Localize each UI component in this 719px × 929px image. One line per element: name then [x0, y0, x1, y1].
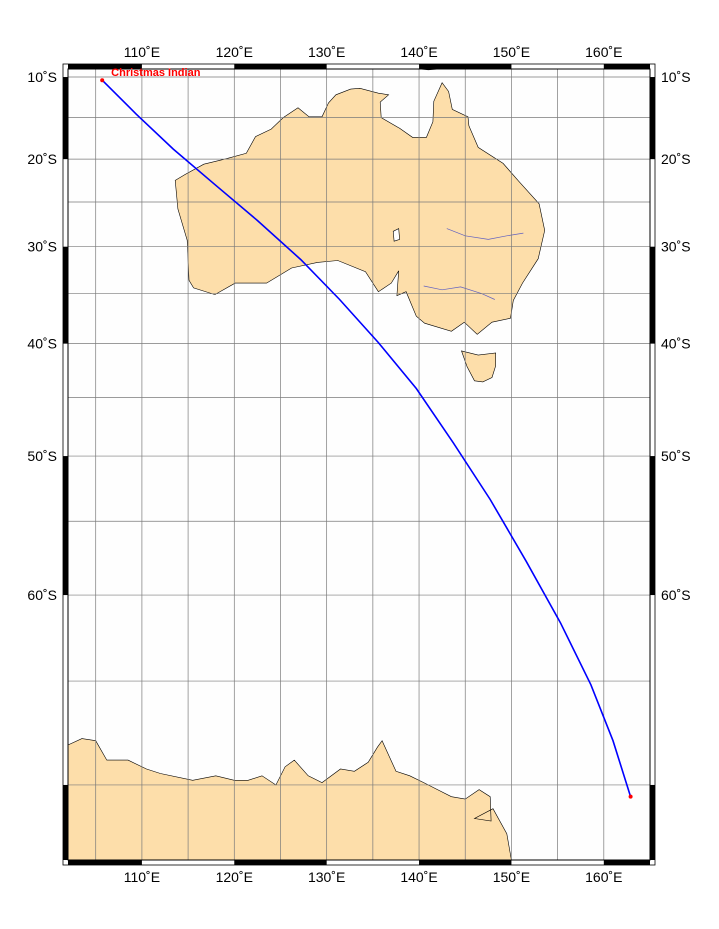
lon-label-top: 110˚E	[124, 44, 160, 60]
lat-label-left: 40˚S	[27, 336, 57, 352]
lake-eyre	[392, 228, 400, 242]
scale-segment	[603, 860, 650, 865]
scale-segment	[603, 64, 650, 69]
scale-segment	[63, 246, 68, 344]
murray-river	[423, 285, 495, 300]
scale-segment	[650, 77, 655, 160]
lon-label-bottom: 160˚E	[585, 869, 622, 885]
darling-river	[446, 228, 524, 240]
lon-label-top: 160˚E	[585, 44, 622, 60]
graticule	[68, 69, 650, 860]
lat-label-right: 40˚S	[661, 336, 691, 352]
lon-label-top: 140˚E	[400, 44, 437, 60]
end-marker	[628, 794, 633, 799]
lon-label-bottom: 120˚E	[216, 869, 253, 885]
lat-label-right: 50˚S	[661, 448, 691, 464]
australia-mainland	[174, 82, 546, 335]
lat-label-left: 30˚S	[27, 239, 57, 255]
lat-label-right: 10˚S	[661, 69, 691, 85]
lon-label-top: 130˚E	[308, 44, 345, 60]
scale-segment	[63, 456, 68, 596]
map-frame	[62, 63, 656, 866]
tasmania	[461, 350, 497, 383]
lat-label-right: 30˚S	[661, 239, 691, 255]
antarctica-coast	[67, 738, 512, 861]
lon-label-top: 150˚E	[493, 44, 530, 60]
lat-label-left: 50˚S	[27, 448, 57, 464]
scale-segment	[63, 784, 68, 860]
lon-label-bottom: 110˚E	[124, 869, 160, 885]
lat-label-right: 20˚S	[661, 151, 691, 167]
lat-label-left: 60˚S	[27, 587, 57, 603]
scale-segment	[419, 64, 512, 69]
scale-segment	[63, 77, 68, 160]
scale-segment	[68, 64, 142, 69]
lon-label-bottom: 140˚E	[400, 869, 437, 885]
scale-segment	[650, 246, 655, 344]
lon-label-top: 120˚E	[216, 44, 253, 60]
scale-segment	[234, 64, 327, 69]
lat-label-left: 20˚S	[27, 151, 57, 167]
scale-segment	[68, 860, 142, 865]
lat-label-left: 10˚S	[27, 69, 57, 85]
scale-segment	[650, 456, 655, 596]
lon-label-bottom: 150˚E	[493, 869, 530, 885]
start-label: Christmas Indian	[111, 67, 201, 79]
lat-label-right: 60˚S	[661, 587, 691, 603]
land-layer	[67, 68, 546, 861]
start-marker	[100, 78, 105, 83]
route-layer: Christmas Indian	[100, 67, 633, 799]
scale-segment	[419, 860, 512, 865]
great-circle-route	[101, 79, 632, 797]
scale-segment	[234, 860, 327, 865]
axis-labels: 110˚E 110˚E 120˚E 120˚E 130˚E 130˚E 140˚E 140˚E…	[27, 44, 690, 885]
scale-segment	[650, 784, 655, 860]
lon-label-bottom: 130˚E	[308, 869, 345, 885]
